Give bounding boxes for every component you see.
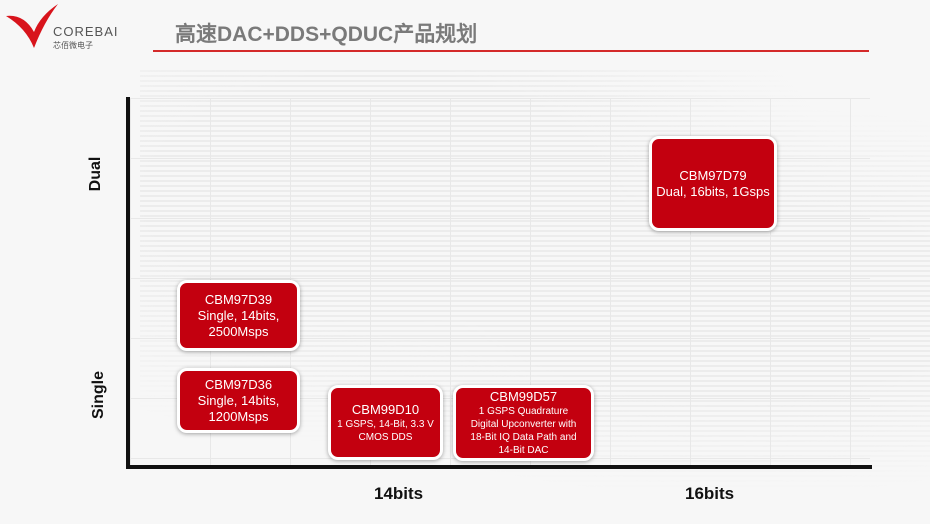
- logo-text: COREBAI: [53, 24, 119, 39]
- x-label-14bits: 14bits: [374, 484, 424, 503]
- product-cbm99d10: CBM99D10 1 GSPS, 14-Bit, 3.3 V CMOS DDS: [328, 385, 443, 460]
- product-desc: 1200Msps: [208, 408, 269, 424]
- logo-chinese: 芯佰微电子: [53, 41, 93, 50]
- x-label-16bits: 16bits: [685, 484, 735, 503]
- product-desc: Single, 14bits,: [197, 392, 280, 408]
- x-axis: [126, 465, 872, 469]
- product-desc: Dual, 16bits, 1Gsps: [656, 183, 770, 199]
- y-axis: [126, 97, 130, 468]
- y-label-dual: Dual: [87, 156, 104, 192]
- product-desc: CMOS DDS: [358, 431, 413, 443]
- product-cbm97d79: CBM97D79 Dual, 16bits, 1Gsps: [649, 136, 777, 231]
- product-desc: Single, 14bits,: [197, 307, 280, 323]
- product-name: CBM97D39: [204, 291, 273, 307]
- product-name: CBM97D79: [679, 167, 747, 183]
- product-desc: 2500Msps: [208, 323, 269, 339]
- y-label-single: Single: [90, 371, 107, 420]
- product-cbm97d39: CBM97D39 Single, 14bits, 2500Msps: [177, 280, 300, 351]
- product-name: CBM97D36: [204, 376, 273, 392]
- page-title: 高速DAC+DDS+QDUC产品规划: [175, 23, 478, 46]
- product-desc: 1 GSPS Quadrature: [478, 406, 569, 417]
- product-name: CBM99D57: [489, 389, 558, 404]
- title-underline: [153, 50, 869, 52]
- product-desc: 1 GSPS, 14-Bit, 3.3 V: [337, 418, 434, 430]
- product-cbm97d36: CBM97D36 Single, 14bits, 1200Msps: [177, 368, 300, 433]
- product-desc: Digital Upconverter with: [470, 419, 577, 430]
- product-cbm99d57: CBM99D57 1 GSPS Quadrature Digital Upcon…: [453, 385, 594, 461]
- corebai-logo-icon: [6, 4, 58, 48]
- product-desc: 14-Bit DAC: [498, 445, 549, 456]
- product-desc: 18-Bit IQ Data Path and: [470, 432, 577, 443]
- product-name: CBM99D10: [351, 401, 420, 417]
